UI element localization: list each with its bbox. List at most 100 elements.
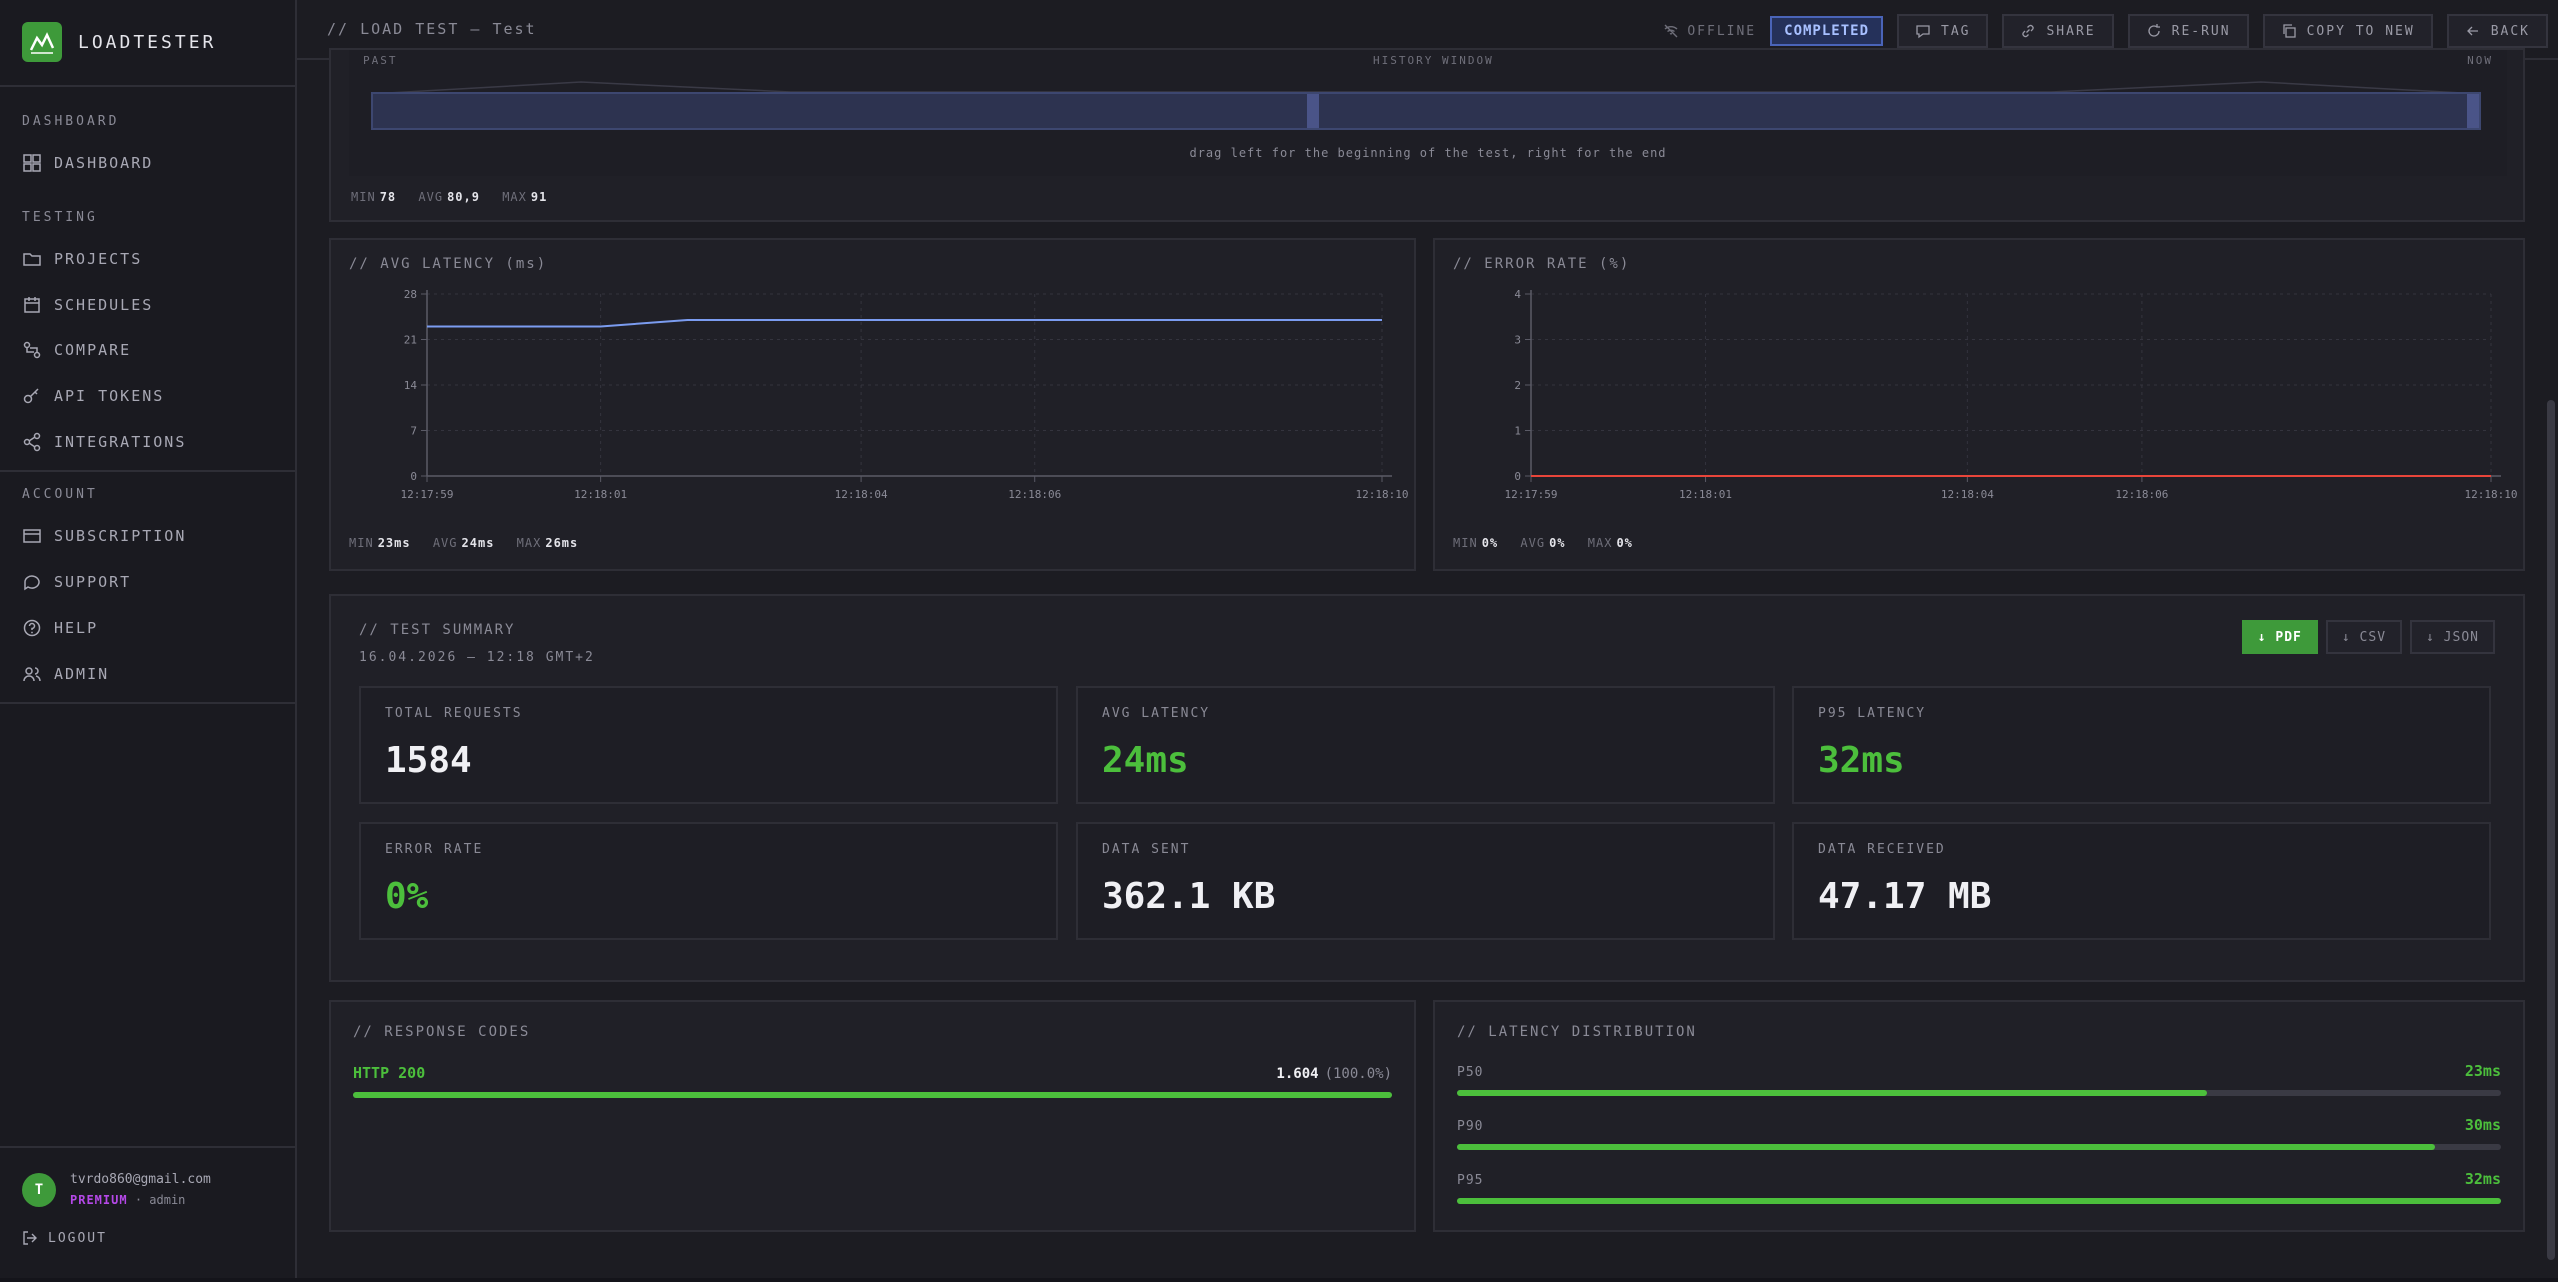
response-codes-panel: // RESPONSE CODES HTTP 200 1.604 (100.0%) [329,1000,1416,1232]
brand[interactable]: LOADTESTER [22,22,216,62]
y-tick-label: 0 [410,470,417,483]
history-left-label: PAST [363,54,398,67]
logout-label: LOGOUT [48,1230,107,1246]
sidebar-item-admin[interactable]: ADMIN [22,659,109,689]
stat-min-value: 23ms [377,536,411,550]
y-tick-label: 1 [1514,425,1521,438]
sidebar-item-support[interactable]: SUPPORT [22,567,131,597]
test-summary-panel: // TEST SUMMARY 16.04.2026 — 12:18 GMT+2… [329,594,2525,982]
page-scrollbar[interactable] [2544,60,2558,1282]
scrollbar-thumb[interactable] [2547,400,2555,1260]
stat-label: AVG LATENCY [1102,706,1211,721]
history-stats: MIN 78 AVG 80,9 MAX 91 [351,190,561,204]
stat-value: 32ms [1818,740,1905,781]
stat-max-label: MAX [1587,536,1613,550]
sidebar-item-label: HELP [54,619,99,637]
error-rate-chart-panel: // ERROR RATE (%) 0 1 2 3 4 12:17:59 12:18:01 1… [1433,238,2525,571]
stat-min-label: MIN [1453,536,1478,550]
key-icon [23,388,39,404]
history-range-end-handle[interactable] [2467,94,2479,128]
arrow-left-icon [2466,26,2478,36]
user-plan: PREMIUM [70,1193,128,1207]
sidebar-item-api-tokens[interactable]: API TOKENS [22,381,164,411]
sidebar-item-label: INTEGRATIONS [54,433,187,451]
response-code-bar-track [353,1092,1392,1098]
summary-title: // TEST SUMMARY [359,622,516,638]
grid-icon [23,154,41,172]
stat-value: 47.17 MB [1818,876,1992,917]
stat-avg-value: 80,9 [447,190,480,204]
offline-label: OFFLINE [1687,23,1757,39]
percentile-value: 23ms [2464,1062,2501,1080]
users-icon [23,667,41,682]
sidebar-item-projects[interactable]: PROJECTS [22,244,142,274]
stat-label: TOTAL REQUESTS [385,706,523,721]
history-window: PAST HISTORY WINDOW NOW drag left for th… [349,50,2507,176]
x-tick-label: 12:18:10 [2465,488,2518,501]
stat-value: 1584 [385,740,472,781]
avatar: T [22,1172,56,1207]
copy-to-new-button[interactable]: COPY TO NEW [2262,14,2433,48]
history-window-panel: PAST HISTORY WINDOW NOW drag left for th… [329,48,2525,222]
stat-max-value: 26ms [545,536,579,550]
export-csv-button[interactable]: ↓ CSV [2325,620,2403,654]
sidebar-item-schedules[interactable]: SCHEDULES [22,290,153,320]
logout-button[interactable]: LOGOUT [22,1230,107,1246]
tag-button[interactable]: TAG [1897,14,1989,48]
sidebar-section-testing: TESTING [22,210,98,225]
share-button[interactable]: SHARE [2002,14,2114,48]
sidebar-item-subscription[interactable]: SUBSCRIPTION [22,521,186,551]
bottom-strip [0,1278,2558,1282]
stat-card-avg-latency: AVG LATENCY 24ms [1076,686,1775,804]
stat-min-value: 78 [379,190,397,204]
user-role: admin [149,1193,186,1207]
percentile-label: P90 [1457,1119,1484,1134]
history-range-start-handle[interactable] [1307,94,1319,128]
error-stats: MIN 0% AVG 0% MAX 0% [1453,536,1647,550]
stat-value: 362.1 KB [1102,876,1276,917]
help-icon [23,619,41,637]
history-right-label: NOW [2467,54,2493,67]
sidebar-item-integrations[interactable]: INTEGRATIONS [22,427,186,457]
copy-to-new-label: COPY TO NEW [2306,23,2415,39]
tag-label: TAG [1941,23,1971,39]
sidebar-item-compare[interactable]: COMPARE [22,335,131,365]
export-json-button[interactable]: ↓ JSON [2410,620,2495,654]
export-pdf-button[interactable]: ↓ PDF [2241,620,2318,654]
stat-card-total-requests: TOTAL REQUESTS 1584 [359,686,1058,804]
latency-distribution-panel: // LATENCY DISTRIBUTION P50 23ms P90 30m… [1433,1000,2525,1232]
stat-min-label: MIN [349,536,374,550]
back-button[interactable]: BACK [2446,14,2548,48]
response-code-count-value: 1.604 [1276,1066,1319,1082]
stat-value: 0% [385,876,429,917]
topbar-actions: OFFLINE COMPLETED TAG SHARE RE-RUN COPY … [1663,14,2548,48]
sidebar-item-label: API TOKENS [54,387,165,405]
x-tick-label: 12:18:10 [1356,488,1409,501]
y-tick-label: 0 [1514,470,1521,483]
stat-label: DATA SENT [1102,842,1191,857]
x-tick-label: 12:18:06 [1008,488,1061,501]
sidebar-item-label: DASHBOARD [54,154,154,172]
sidebar-item-dashboard[interactable]: DASHBOARD [22,148,153,178]
percentile-value: 30ms [2464,1116,2501,1134]
compare-icon [23,341,41,359]
sidebar: LOADTESTER DASHBOARD DASHBOARD TESTING P… [0,0,297,1282]
summary-date: 16.04.2026 — 12:18 GMT+2 [359,650,595,665]
user-email: tvrdo860@gmail.com [70,1172,211,1187]
rerun-button[interactable]: RE-RUN [2127,14,2249,48]
response-code-row: HTTP 200 1.604 (100.0%) [353,1064,1392,1098]
refresh-icon [2147,24,2160,37]
user-separator: · [134,1193,143,1207]
x-tick-label: 12:18:04 [835,488,888,501]
percentile-row-p50: P50 23ms [1457,1062,2501,1096]
stat-min-value: 0% [1481,536,1499,550]
history-range-track[interactable] [371,92,2481,130]
user-profile[interactable]: T tvrdo860@gmail.com PREMIUM · admin [22,1172,211,1207]
avg-latency-chart: 0 7 14 21 28 12:17:59 12:18:01 12:18:04 12:18:06… [401,288,1409,501]
sidebar-item-help[interactable]: HELP [22,613,98,643]
brand-name: LOADTESTER [78,31,217,53]
stat-max-label: MAX [516,536,542,550]
stat-max-value: 0% [1616,536,1633,550]
main-content: PAST HISTORY WINDOW NOW drag left for th… [299,48,2558,1282]
breadcrumb: // LOAD TEST — Test [327,20,537,38]
